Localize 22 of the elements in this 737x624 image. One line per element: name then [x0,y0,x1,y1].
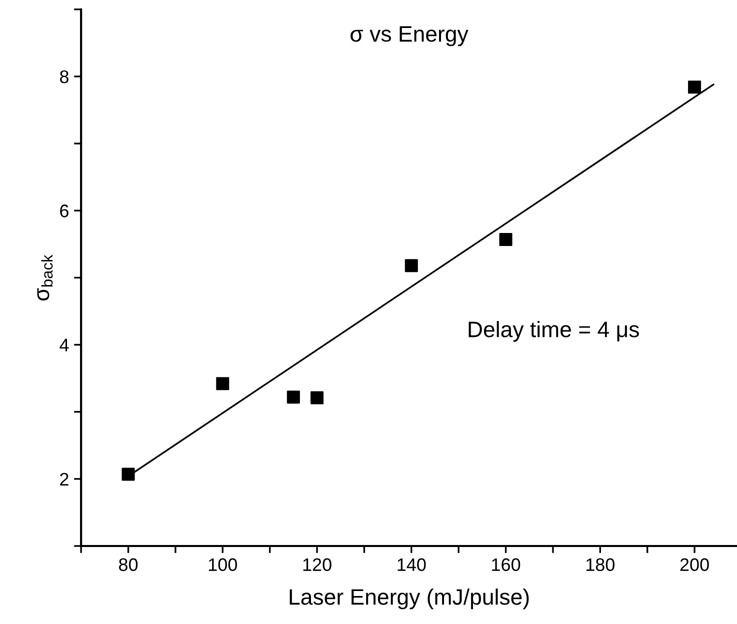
text: σ vs Energy [350,26,468,46]
x-tick-label: 160 [492,558,520,572]
point [404,259,418,272]
point [122,468,135,481]
y-axis-title: σ$_{back}$ [37,254,53,301]
y-tick-label: 4 [60,338,69,352]
point [310,391,324,404]
point [688,80,702,94]
x-axis-title: Laser Energy (mJ/pulse) [290,588,529,610]
y-tick-label: 2 [60,472,68,486]
y-tick-label: 6 [60,204,68,218]
annotation: Delay time = 4 μs [468,320,639,342]
x-tick-label: 80 [119,558,138,572]
x-tick-label: 180 [586,558,615,572]
x-tick-label: 140 [398,558,426,572]
point [286,390,300,404]
point [499,232,512,246]
x-tick-label: 100 [208,558,237,572]
point [216,377,230,390]
y-tick-label: 8 [60,70,68,84]
x-tick-label: 120 [303,558,332,572]
x-tick-label: 200 [680,558,709,572]
